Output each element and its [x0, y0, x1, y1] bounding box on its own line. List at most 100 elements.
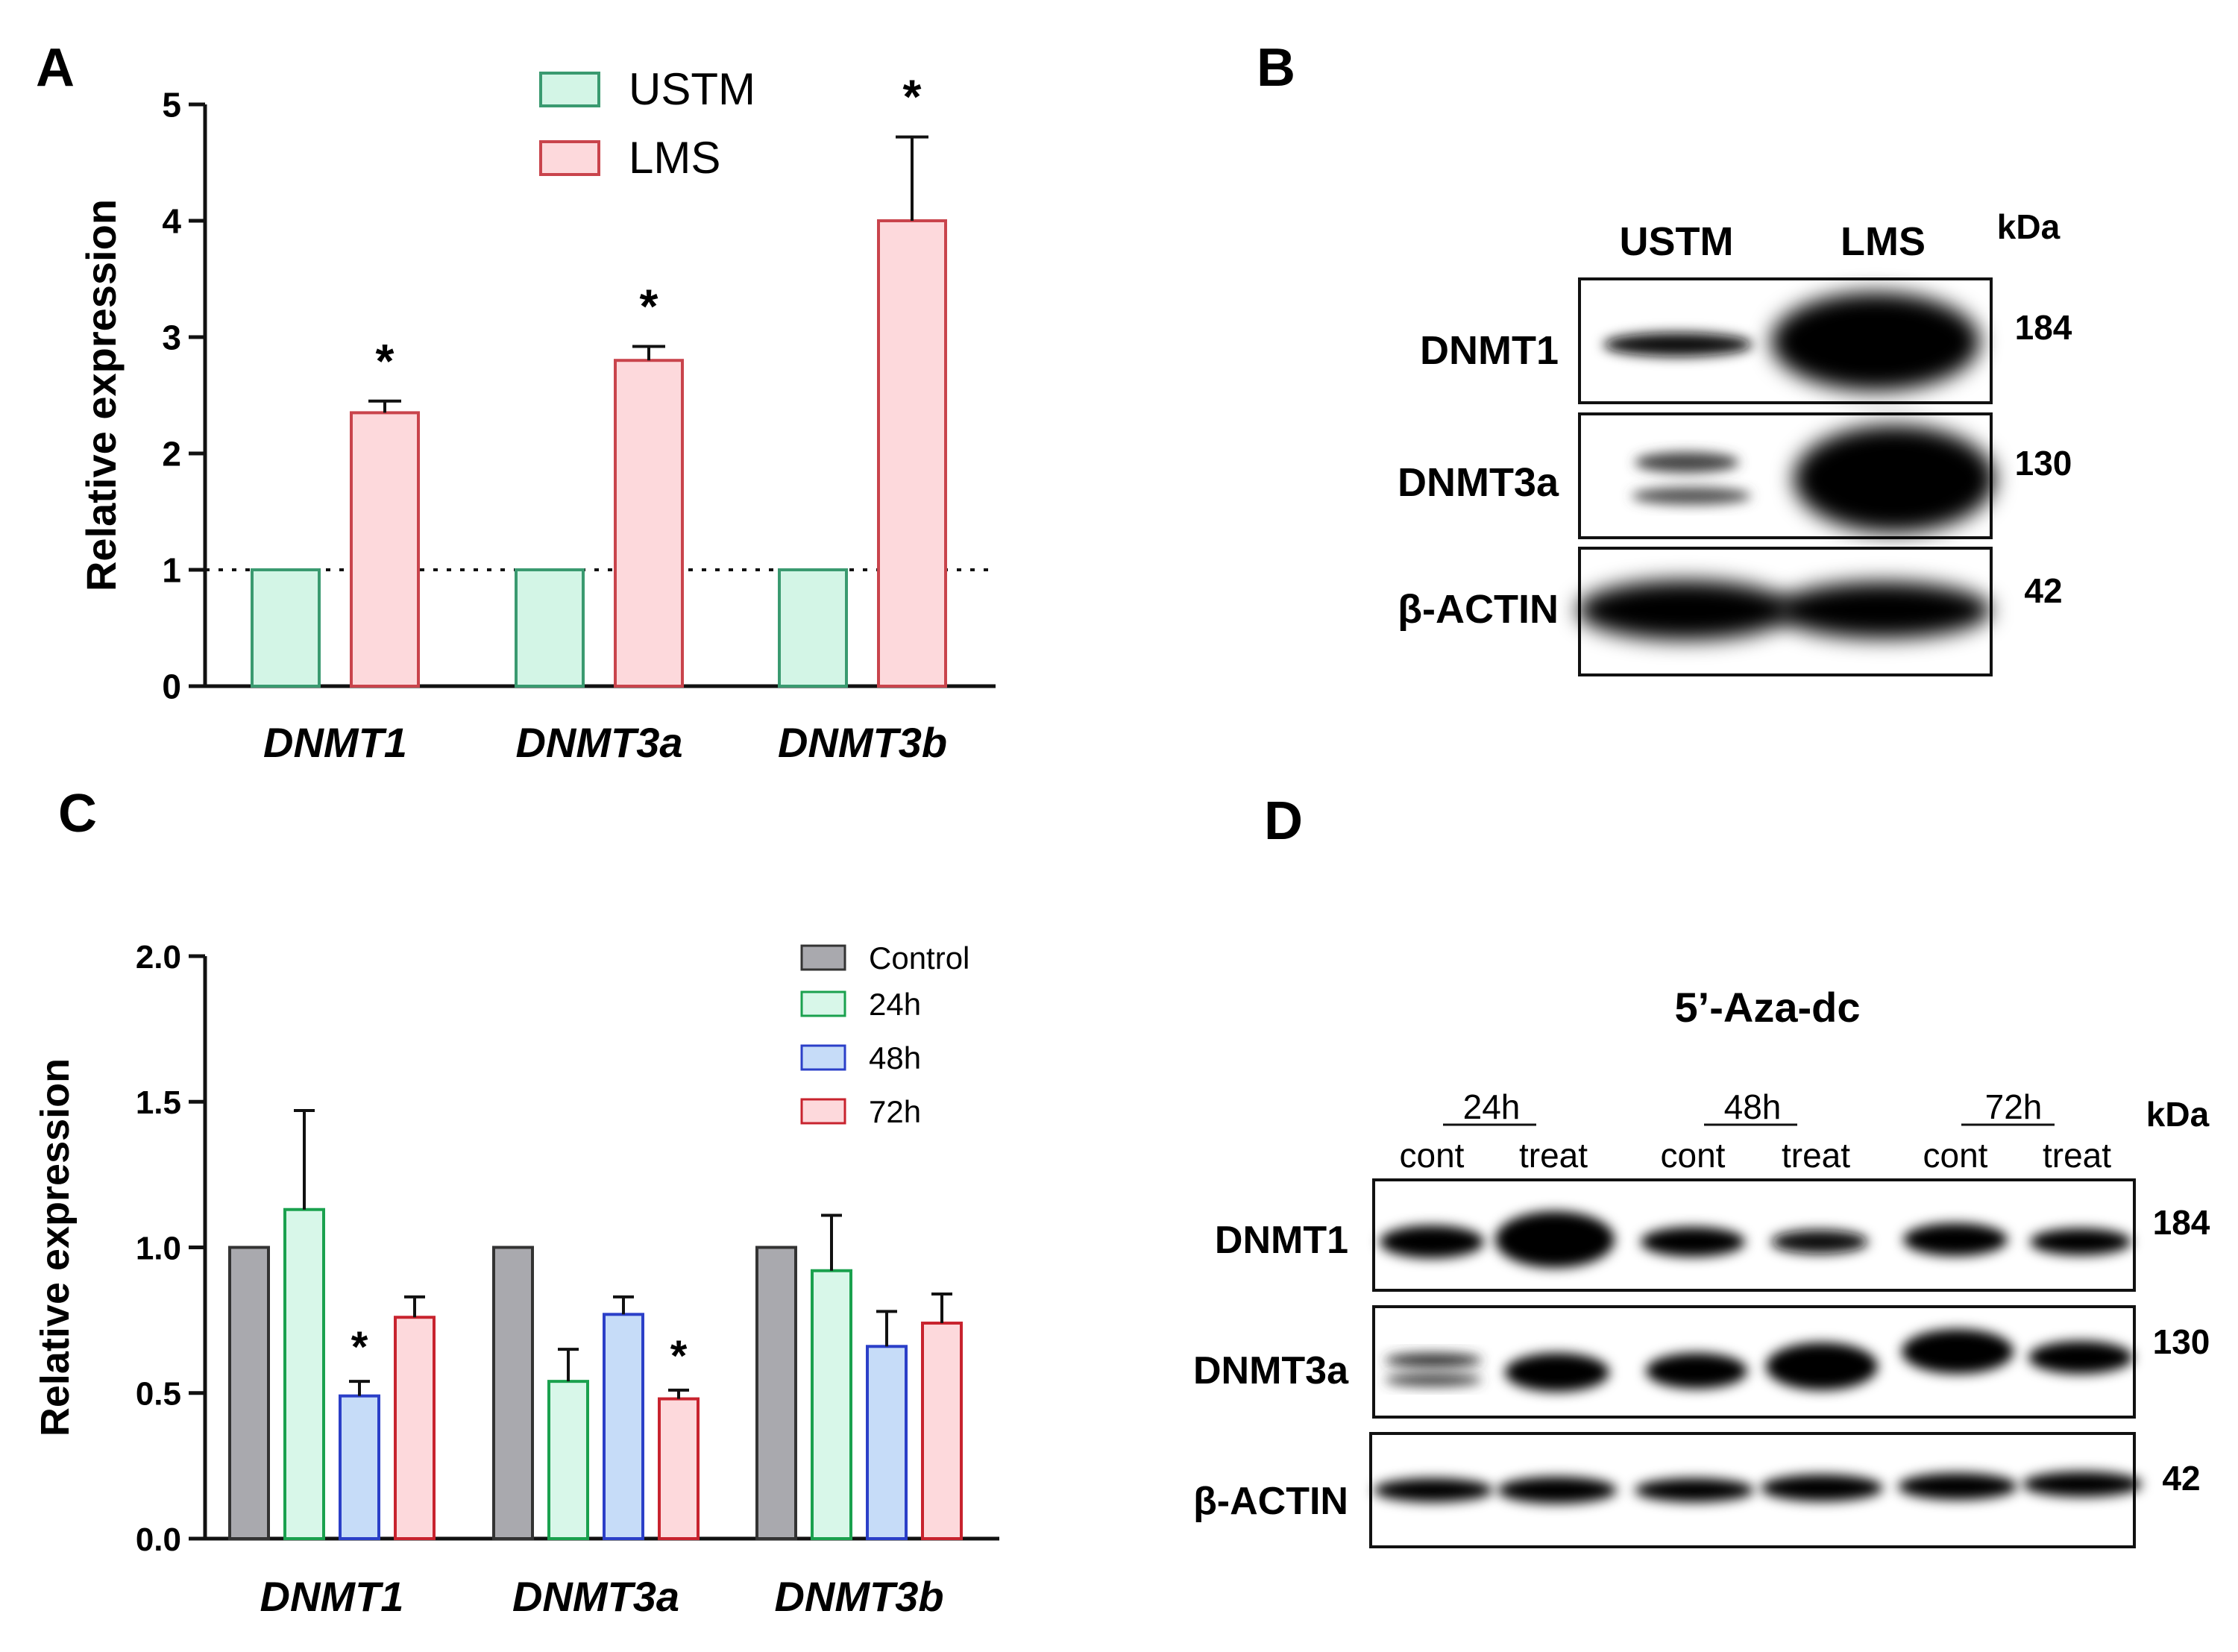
bar: [755, 1246, 797, 1540]
blot-d-lane-label: cont: [1661, 1136, 1726, 1175]
blot-b-strip-actin: [1577, 547, 1993, 676]
blot-d-band: [1766, 1342, 1878, 1390]
y-tick-label: 1: [162, 551, 181, 590]
bar: [658, 1397, 700, 1541]
blot-b-kda-actin: 42: [2024, 571, 2062, 610]
blot-d-band: [1761, 1474, 1883, 1501]
bar: [921, 1322, 963, 1541]
x-tick-label: DNMT3b: [778, 719, 947, 766]
bar: [614, 359, 684, 688]
blot-b-band: [1632, 487, 1751, 505]
legend-label-72h: 72h: [869, 1094, 921, 1129]
blot-d-band: [1898, 1473, 2017, 1500]
y-axis-label: Relative expression: [78, 199, 125, 591]
blot-b-band: [1775, 582, 1991, 638]
bar: [515, 568, 585, 688]
blot-d-title: 5’-Aza-dc: [1675, 984, 1861, 1031]
blot-d-lane-label: cont: [1400, 1136, 1465, 1175]
legend-label-control: Control: [869, 940, 969, 976]
blot-d-row-label-dnmt3a: DNMT3a: [1193, 1349, 1349, 1392]
blot-b-kda-dnmt1: 184: [2015, 308, 2072, 347]
chart-a: 0 1 2 3 4 5 Relative expression * DNMT1 * DNMT3a * D…: [78, 70, 996, 766]
significance-marker: *: [640, 279, 658, 333]
blot-d-lane-label: cont: [1923, 1136, 1988, 1175]
legend-swatch-lms: [539, 140, 600, 176]
chart-a-legend: USTM LMS: [539, 64, 755, 183]
blot-b-column-ustm: USTM: [1620, 219, 1734, 264]
panel-label-d: D: [1264, 791, 1303, 851]
blot-d-band: [1646, 1353, 1747, 1389]
x-tick-label: DNMT3a: [512, 1573, 679, 1620]
blot-b-strip-dnmt1: [1578, 277, 1993, 404]
significance-marker: *: [351, 1323, 368, 1372]
bar: [350, 411, 420, 688]
blot-d-kda-dnmt1: 184: [2153, 1203, 2210, 1242]
y-tick-label: 2.0: [136, 939, 181, 976]
blot-d-timepoint-48h: 48h: [1724, 1087, 1782, 1126]
blot-b-column-lms: LMS: [1841, 219, 1926, 264]
bar: [228, 1246, 270, 1540]
y-tick-label: 4: [162, 202, 181, 241]
y-tick-label: 5: [162, 86, 181, 125]
blot-d-strip-actin: [1369, 1432, 2142, 1548]
blot-d-band: [1374, 1478, 1493, 1502]
x-tick-label: DNMT1: [260, 1573, 404, 1620]
y-tick-label: 3: [162, 318, 181, 357]
chart-c: 0.0 0.5 1.0 1.5 2.0 Relative expression * DNMT1…: [33, 939, 999, 1620]
blot-d-kda-actin: 42: [2162, 1459, 2200, 1498]
blot-b-row-label-actin: β-ACTIN: [1398, 587, 1559, 632]
y-tick-label: 0.0: [136, 1521, 181, 1558]
y-tick-label: 1.0: [136, 1230, 181, 1266]
blot-b-band: [1794, 425, 1995, 533]
blot-d-band: [2022, 1472, 2142, 1497]
blot-d-kda-unit: kDa: [2146, 1095, 2210, 1134]
x-tick-label: DNMT3b: [774, 1573, 943, 1620]
bar: [877, 219, 947, 688]
blot-b-row-label-dnmt1: DNMT1: [1420, 328, 1559, 373]
blot-b-strip-dnmt3a: [1578, 412, 1995, 539]
blot-d-row-label-actin: β-ACTIN: [1193, 1480, 1348, 1523]
legend-label-lms: LMS: [629, 133, 720, 183]
blot-d-strip-dnmt1: [1372, 1178, 2136, 1292]
blot-d-lane-label: treat: [2043, 1136, 2111, 1175]
legend-swatch-72h: [800, 1098, 846, 1125]
western-blot-d: 5’-Aza-dc kDa 24h 48h 72h cont treat con…: [1193, 984, 2210, 1548]
panel-label-b: B: [1257, 38, 1295, 98]
x-tick-label: DNMT1: [263, 719, 407, 766]
bar: [778, 568, 848, 688]
panel-label-a: A: [36, 38, 75, 98]
bar: [394, 1316, 436, 1540]
bar: [547, 1380, 589, 1540]
y-axis-label: Relative expression: [33, 1058, 78, 1436]
blot-d-band: [1903, 1223, 2008, 1256]
y-tick-label: 0: [162, 668, 181, 706]
blot-d-band: [1497, 1477, 1617, 1504]
western-blot-b: USTM LMS kDa DNMT1 DNMT3a β-ACTIN 184 13…: [1398, 207, 2072, 676]
blot-d-timepoint-24h: 24h: [1463, 1087, 1521, 1126]
blot-b-band: [1771, 292, 1980, 391]
chart-c-legend: Control 24h 48h 72h: [800, 940, 969, 1129]
significance-marker: *: [670, 1332, 688, 1381]
blot-d-lane-label: treat: [1519, 1136, 1588, 1175]
blot-d-band: [1635, 1478, 1754, 1502]
blot-d-row-label-dnmt1: DNMT1: [1215, 1219, 1348, 1262]
legend-label-ustm: USTM: [629, 64, 755, 114]
y-tick-label: 1.5: [136, 1084, 181, 1121]
y-tick-label: 2: [162, 435, 181, 474]
blot-d-band: [1385, 1353, 1482, 1368]
legend-label-48h: 48h: [869, 1040, 921, 1075]
legend-swatch-24h: [800, 990, 846, 1017]
blot-d-band: [1505, 1353, 1609, 1392]
blot-b-band: [1635, 452, 1739, 473]
blot-d-band: [1902, 1329, 2014, 1374]
x-tick-label: DNMT3a: [515, 719, 682, 766]
blot-d-band: [2030, 1228, 2131, 1255]
bar: [283, 1207, 325, 1540]
blot-b-row-label-dnmt3a: DNMT3a: [1398, 460, 1559, 505]
bar: [339, 1394, 380, 1541]
blot-b-kda-unit: kDa: [1997, 207, 2061, 246]
bar: [492, 1246, 534, 1540]
blot-b-band: [1603, 333, 1753, 357]
bar: [811, 1269, 852, 1540]
